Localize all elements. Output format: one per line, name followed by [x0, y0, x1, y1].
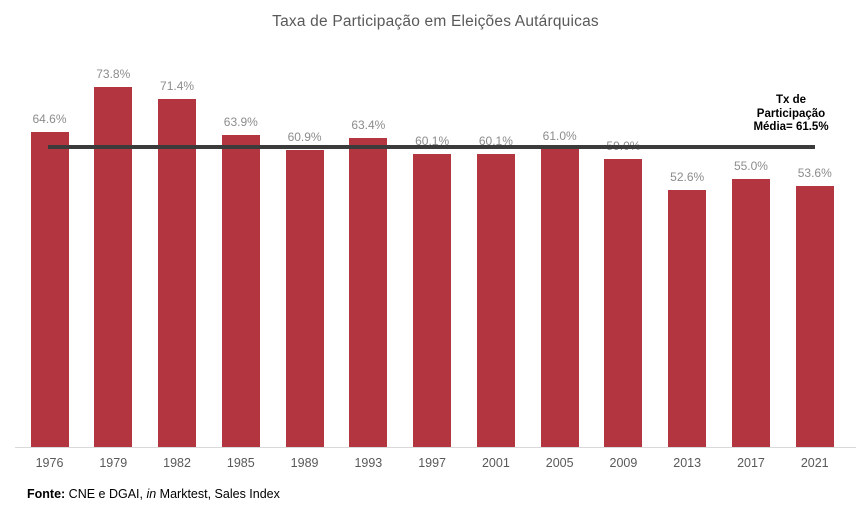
x-axis-label-2013: 2013 [673, 456, 702, 470]
source-note-italic: in [146, 487, 157, 501]
average-annotation: Tx de Participação Média= 61.5% [713, 94, 858, 135]
source-note-text1: CNE e DGAI, [65, 487, 147, 501]
bar-2017 [731, 179, 770, 447]
source-note-text2: Marktest, Sales Index [156, 487, 280, 501]
bar-1997 [413, 154, 452, 447]
x-axis-label-1976: 1976 [35, 456, 64, 470]
average-line [48, 145, 816, 149]
bar-1993 [349, 138, 388, 447]
source-note-prefix: Fonte: [27, 487, 66, 501]
bar-2001 [476, 154, 515, 447]
average-annotation-line1: Tx de [775, 94, 807, 106]
x-axis-label-2021: 2021 [800, 456, 829, 470]
bar-value-label-1985: 63.9% [223, 115, 258, 129]
x-axis-label-2001: 2001 [481, 456, 510, 470]
x-axis-label-1993: 1993 [354, 456, 383, 470]
x-axis-label-2017: 2017 [737, 456, 765, 470]
bar-value-label-1982: 71.4% [160, 79, 195, 93]
bar-value-label-2005: 61.0% [542, 129, 577, 143]
bar-1982 [158, 99, 197, 447]
x-axis-label-1997: 1997 [418, 456, 447, 470]
source-note: Fonte: CNE e DGAI, in Marktest, Sales In… [27, 487, 280, 501]
x-axis-label-1985: 1985 [226, 456, 255, 470]
average-annotation-line3: Média= 61.5% [753, 121, 829, 133]
bar-value-label-2021: 53.6% [797, 166, 832, 180]
bar-value-label-2013: 52.6% [670, 170, 705, 184]
bar-1976 [30, 132, 69, 447]
average-annotation-line2: Participação [756, 107, 826, 120]
x-axis-line [15, 447, 856, 448]
bar-value-label-1993: 63.4% [351, 118, 386, 132]
bar-value-label-2017: 55.0% [733, 159, 768, 173]
x-axis-label-1982: 1982 [163, 456, 191, 470]
bar-2013 [668, 190, 707, 447]
bar-1989 [285, 150, 324, 447]
bar-2021 [795, 186, 834, 447]
bar-1985 [221, 135, 260, 447]
bar-value-label-1976: 64.6% [32, 112, 67, 126]
x-axis-label-2009: 2009 [609, 456, 638, 470]
x-axis-label-1979: 1979 [99, 456, 128, 470]
bar-value-label-1989: 60.9% [287, 130, 322, 144]
bar-value-label-2001: 60.1% [478, 134, 513, 148]
bar-value-label-1979: 73.8% [96, 67, 131, 81]
chart-title: Taxa de Participação em Eleições Autárqu… [272, 13, 599, 30]
bar-1979 [94, 87, 133, 447]
bar-2009 [604, 159, 643, 447]
bar-2005 [540, 149, 579, 447]
x-axis-label-2005: 2005 [545, 456, 574, 470]
x-axis-label-1989: 1989 [290, 456, 319, 470]
bar-value-label-1997: 60.1% [415, 134, 450, 148]
